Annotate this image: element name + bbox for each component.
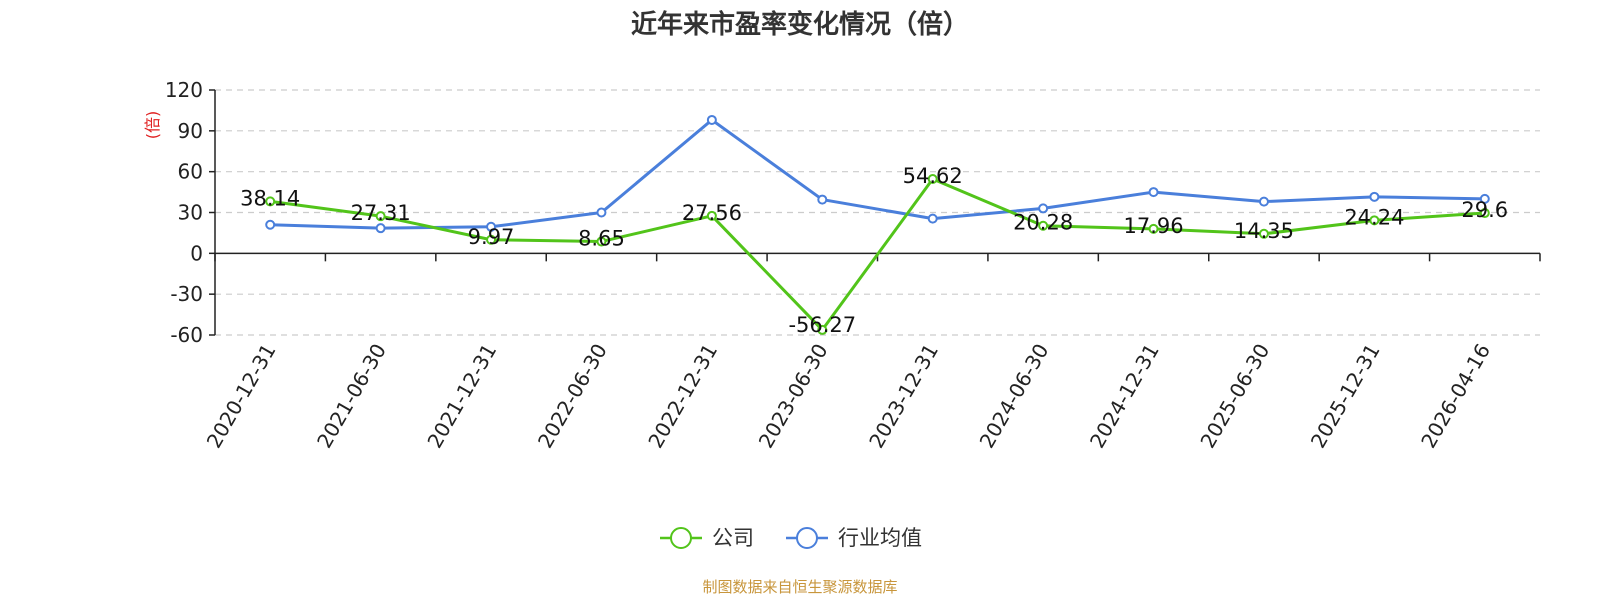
chart-title: 近年来市盈率变化情况（倍） xyxy=(631,9,969,40)
x-tick-label: 2026-04-16 xyxy=(1416,340,1495,453)
data-label-company: 24.24 xyxy=(1344,205,1404,229)
data-point-industry[interactable] xyxy=(596,207,607,218)
legend-label-company: 公司 xyxy=(712,526,754,550)
legend-item-company[interactable]: 公司 xyxy=(660,526,754,550)
data-label-company: 14.35 xyxy=(1234,219,1294,243)
data-point-company[interactable] xyxy=(706,210,717,221)
series-line-company xyxy=(270,177,1485,332)
data-label-company: 27.56 xyxy=(682,201,742,225)
y-tick-label: -60 xyxy=(170,323,203,347)
data-point-industry[interactable] xyxy=(1369,191,1380,202)
data-labels: 38.14 27.31 9.97 8.65 27.56 -56.27 54.62 20.28 1… xyxy=(240,164,1508,337)
series-group xyxy=(265,114,1490,335)
data-point-company[interactable] xyxy=(486,234,497,245)
legend-marker-company xyxy=(670,527,692,549)
legend-marker-industry xyxy=(796,527,818,549)
x-tick-label: 2024-06-30 xyxy=(975,340,1054,453)
grid-lines xyxy=(215,89,1540,336)
data-label-company: 54.62 xyxy=(903,164,963,188)
data-label-company: 20.28 xyxy=(1013,211,1073,235)
data-point-industry[interactable] xyxy=(1479,193,1490,204)
data-point-industry[interactable] xyxy=(817,194,828,205)
y-tick-label: 90 xyxy=(178,119,203,143)
series-line-industry xyxy=(270,118,1485,230)
data-point-company[interactable] xyxy=(1148,223,1159,234)
x-tick-label: 2022-12-31 xyxy=(643,340,722,453)
y-tick-label: 30 xyxy=(178,201,203,225)
y-tick-label: 120 xyxy=(165,78,203,102)
data-point-company[interactable] xyxy=(1038,220,1049,231)
data-point-industry[interactable] xyxy=(927,213,938,224)
data-point-company[interactable] xyxy=(817,324,828,335)
data-point-industry[interactable] xyxy=(1148,187,1159,198)
x-tick-label: 2025-12-31 xyxy=(1306,340,1385,453)
y-tick-label: 60 xyxy=(178,160,203,184)
data-label-company: 8.65 xyxy=(578,227,625,251)
data-point-industry[interactable] xyxy=(706,114,717,125)
data-point-industry[interactable] xyxy=(1038,203,1049,214)
data-point-company[interactable] xyxy=(927,173,938,184)
x-tick-label: 2020-12-31 xyxy=(202,340,281,453)
x-tick-label: 2023-12-31 xyxy=(864,339,943,452)
y-tick-label: -30 xyxy=(170,282,203,306)
data-point-industry[interactable] xyxy=(375,223,386,234)
data-label-company: 29.6 xyxy=(1461,198,1508,222)
legend-item-industry[interactable]: 行业均值 xyxy=(786,526,922,550)
y-axis-label: (倍) xyxy=(143,111,162,140)
legend[interactable]: 公司 行业均值 xyxy=(660,526,922,550)
data-label-company: -56.27 xyxy=(788,313,856,337)
data-label-company: 38.14 xyxy=(240,186,300,210)
data-point-company[interactable] xyxy=(265,196,276,207)
data-point-company[interactable] xyxy=(1479,208,1490,219)
data-point-company[interactable] xyxy=(1258,228,1269,239)
data-point-industry[interactable] xyxy=(486,221,497,232)
data-label-company: 27.31 xyxy=(351,201,411,225)
x-tick-label: 2022-06-30 xyxy=(533,340,612,453)
x-tick-label: 2024-12-31 xyxy=(1085,340,1164,453)
x-tick-label: 2025-06-30 xyxy=(1195,340,1274,453)
data-point-industry[interactable] xyxy=(1258,196,1269,207)
data-label-company: 17.96 xyxy=(1123,214,1183,238)
data-point-company[interactable] xyxy=(375,211,386,222)
data-point-company[interactable] xyxy=(596,236,607,247)
x-tick-label: 2021-06-30 xyxy=(312,340,391,453)
data-point-industry[interactable] xyxy=(265,219,276,230)
source-note: 制图数据来自恒生聚源数据库 xyxy=(702,578,897,596)
x-tick-label: 2023-06-30 xyxy=(754,340,833,453)
x-tick-label: 2021-12-31 xyxy=(422,339,501,452)
legend-label-industry: 行业均值 xyxy=(838,526,922,550)
y-tick-label: 0 xyxy=(190,241,203,265)
data-label-company: 9.97 xyxy=(468,225,515,249)
data-point-company[interactable] xyxy=(1369,215,1380,226)
